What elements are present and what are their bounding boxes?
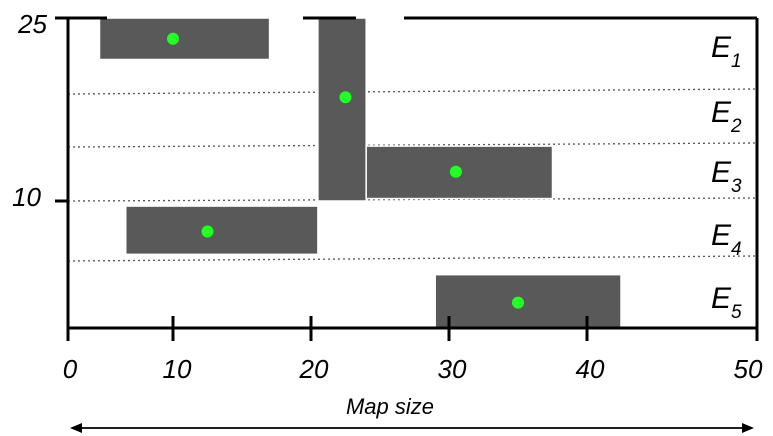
x-tick-label-40: 40 bbox=[576, 354, 605, 384]
x-tick-label-0: 0 bbox=[63, 354, 78, 384]
region-box-4 bbox=[125, 205, 319, 256]
center-dot-2 bbox=[339, 91, 352, 104]
x-tick-label-10: 10 bbox=[163, 354, 192, 384]
x-axis-title: Map size bbox=[346, 394, 434, 419]
center-dot-1 bbox=[167, 32, 179, 45]
x-tick-label-20: 20 bbox=[299, 354, 329, 384]
row-divider bbox=[67, 88, 758, 95]
y-tick-label-10: 10 bbox=[12, 182, 41, 212]
row-divider bbox=[67, 255, 758, 262]
row-label-e2: E2 bbox=[711, 96, 742, 137]
region-box-1 bbox=[98, 17, 271, 61]
row-label-e3: E3 bbox=[711, 156, 742, 197]
y-tick-label-25: 25 bbox=[17, 9, 47, 39]
boxes-layer bbox=[98, 17, 622, 329]
x-tick-label-50: 50 bbox=[734, 354, 763, 384]
row-label-e4: E4 bbox=[711, 219, 742, 260]
x-tick-label-30: 30 bbox=[438, 354, 467, 384]
center-dot-5 bbox=[512, 296, 524, 309]
center-dot-4 bbox=[201, 225, 214, 238]
region-box-5 bbox=[434, 273, 622, 329]
region-box-2 bbox=[317, 17, 367, 202]
center-dot-3 bbox=[449, 165, 462, 178]
row-label-e5: E5 bbox=[711, 282, 742, 323]
row-label-e1: E1 bbox=[711, 31, 742, 72]
